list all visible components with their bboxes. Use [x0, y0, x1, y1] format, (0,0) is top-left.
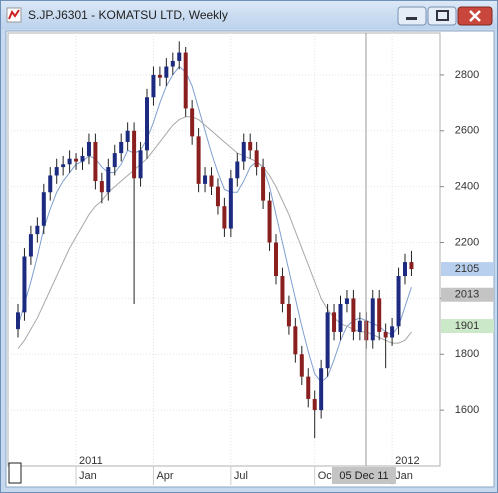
candle-body [235, 161, 240, 179]
candle-body [286, 303, 291, 327]
app-icon [6, 7, 22, 23]
candle-body [183, 52, 188, 109]
moving-average-line [17, 116, 412, 349]
minimize-button[interactable] [397, 6, 427, 26]
x-tick-label: Oct [318, 470, 335, 482]
y-tick-label: 2600 [455, 125, 479, 137]
candle-body [16, 312, 20, 330]
candle-body [67, 158, 72, 165]
candle-body [112, 153, 117, 168]
candle-body [325, 312, 330, 369]
window-title: S.JP.J6301 - KOMATSU LTD, Weekly [28, 8, 228, 22]
candle-body [125, 130, 130, 142]
candle-body [151, 74, 156, 98]
candle-body [306, 376, 311, 399]
candle-body [28, 234, 33, 257]
candle-body [403, 262, 407, 277]
candle-body [209, 175, 214, 187]
candle-body [35, 225, 40, 235]
candle-body [280, 276, 285, 304]
close-button[interactable] [457, 6, 493, 26]
candle-body [261, 167, 266, 201]
candle-body [93, 141, 98, 182]
candle-body [80, 155, 85, 162]
candle-body [254, 150, 259, 168]
price-marker [441, 262, 494, 277]
candle-body [241, 141, 246, 162]
x-tick-label: Jan [395, 470, 413, 482]
candle-body [319, 368, 324, 411]
candle-body [138, 150, 143, 179]
candle-body [338, 303, 343, 332]
candle-body [274, 242, 278, 277]
candle-body [293, 326, 298, 355]
candle-body [177, 52, 182, 61]
candle-body [48, 175, 53, 193]
candle-body [222, 206, 227, 229]
candle-body [312, 398, 317, 411]
candle-body [344, 298, 349, 304]
candle-body [383, 331, 388, 338]
x-year-label: 2012 [395, 455, 419, 467]
candle-body [119, 141, 124, 154]
x-year-label: 2011 [79, 455, 103, 467]
candle-body [54, 167, 59, 176]
y-tick-label: 2200 [455, 236, 479, 248]
candle-body [357, 320, 362, 332]
candle-body [196, 136, 201, 184]
maximize-button[interactable] [427, 6, 457, 26]
candles [16, 41, 414, 439]
crosshair-label-box [332, 467, 396, 484]
price-marker-label: 2105 [455, 263, 479, 275]
candle-body [61, 164, 66, 168]
candle-body [228, 178, 233, 229]
candle-body [267, 200, 272, 243]
grid [8, 33, 440, 466]
candle-body [299, 354, 304, 377]
y-tick-label: 2400 [455, 181, 479, 193]
x-tick-label: Jan [79, 470, 97, 482]
candle-body [203, 175, 208, 184]
candle-body [396, 276, 401, 327]
y-tick-label: 1800 [455, 348, 479, 360]
price-marker-label: 1901 [455, 320, 479, 332]
candle-body [370, 298, 375, 341]
corner-box [8, 462, 22, 484]
x-tick-label: Jul [234, 470, 248, 482]
plot-area [7, 32, 441, 467]
candle-body [190, 108, 195, 137]
y-tick-label: 2800 [455, 69, 479, 81]
candle-body [86, 141, 91, 156]
candle-body [99, 181, 104, 193]
axes: 1600180020002200240026002800Jan2011AprJu… [75, 69, 494, 485]
candle-body [41, 192, 46, 226]
price-marker [441, 287, 494, 302]
candle-body [132, 130, 137, 179]
candle-body [390, 326, 395, 338]
candle-body [248, 141, 253, 151]
candle-body [106, 167, 111, 193]
candle-body [164, 66, 169, 78]
candle-body [377, 298, 382, 332]
candle-body [22, 256, 27, 313]
candle-body [215, 186, 220, 207]
candle-body [74, 158, 79, 162]
price-marker [441, 319, 494, 334]
candle-body [409, 262, 414, 270]
x-tick-label: Apr [156, 470, 173, 482]
candle-body [351, 298, 356, 332]
candle-body [157, 74, 162, 78]
price-marker-label: 2013 [455, 289, 479, 301]
y-tick-label: 1600 [455, 404, 479, 416]
candle-body [170, 60, 175, 67]
candle-body [332, 312, 337, 332]
candle-body [145, 97, 149, 151]
crosshair-label: 05 Dec 11 [339, 470, 388, 482]
